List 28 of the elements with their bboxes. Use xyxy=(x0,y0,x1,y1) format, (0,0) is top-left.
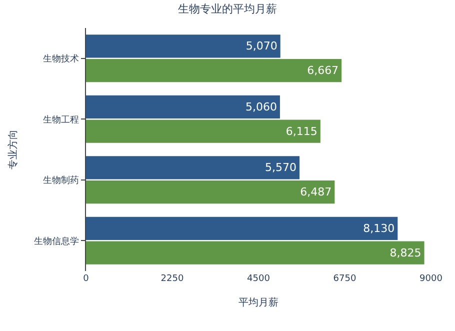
data-label: 8,825 xyxy=(390,246,422,260)
data-label: 5,570 xyxy=(265,161,297,174)
x-tick-label: 9000 xyxy=(420,274,443,284)
data-label: 6,115 xyxy=(286,124,318,138)
x-tick-label: 2250 xyxy=(160,274,184,284)
data-label: 6,667 xyxy=(307,64,339,78)
x-tick-label: 0 xyxy=(83,274,90,284)
bar xyxy=(86,120,320,143)
data-label: 6,487 xyxy=(300,186,332,199)
data-label: 5,070 xyxy=(246,40,278,53)
x-tick-label: 6750 xyxy=(333,274,356,284)
bar xyxy=(86,241,424,264)
bar xyxy=(86,156,300,180)
bar xyxy=(86,216,398,240)
y-tick-label: 生物技术 xyxy=(43,54,80,65)
data-label: 5,060 xyxy=(245,100,277,114)
x-axis-title: 平均月薪 xyxy=(238,296,278,308)
data-label: 8,130 xyxy=(363,222,395,235)
chart-title: 生物专业的平均月薪 xyxy=(178,2,277,16)
y-tick-label: 生物制药 xyxy=(43,175,80,186)
bar xyxy=(86,58,342,82)
bar xyxy=(86,34,280,58)
y-tick-label: 生物信息学 xyxy=(34,236,80,247)
y-axis-title: 专业方向 xyxy=(7,130,20,170)
bar xyxy=(86,180,335,204)
bar xyxy=(86,95,280,119)
x-tick-label: 4500 xyxy=(247,274,270,284)
y-tick-label: 生物工程 xyxy=(43,114,80,126)
